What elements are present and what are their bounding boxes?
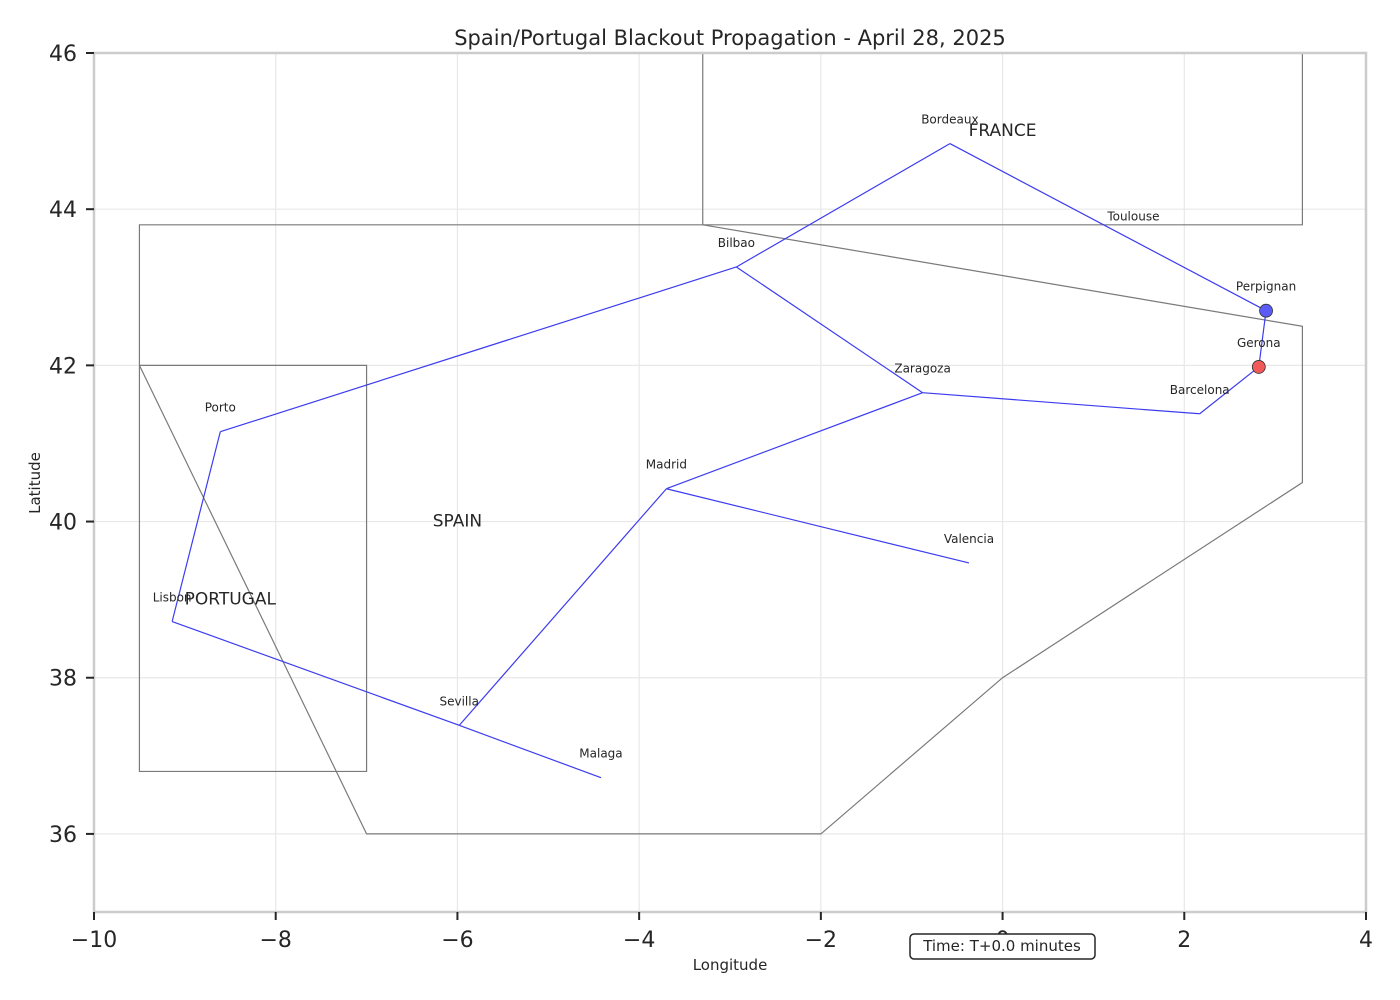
city-label-porto: Porto [205,401,236,415]
region-label-france: FRANCE [969,121,1037,141]
city-label-bilbao: Bilbao [718,236,755,250]
city-label-lisbon: Lisbon [153,591,192,605]
city-label-toulouse: Toulouse [1106,209,1159,223]
y-tick-label: 46 [49,42,77,67]
y-axis-label: Latitude [26,452,44,514]
marker-gerona [1251,360,1266,374]
connection-sevilla-malaga [459,724,602,779]
axis-ticks: −10−8−6−4−2024363840424446 [49,42,1373,953]
france-outline [702,53,1304,226]
connection-bilbao-bordeaux [736,143,951,268]
x-tick-label: −6 [441,928,473,953]
x-tick-label: 2 [1177,928,1191,953]
connection-madrid-valencia [666,488,970,564]
y-tick-label: 38 [49,667,77,692]
connection-zaragoza-bilbao [736,266,923,394]
city-label-barcelona: Barcelona [1170,383,1230,397]
x-tick-label: −8 [259,928,291,953]
time-annotation-text: Time: T+0.0 minutes [922,937,1081,955]
region-outlines [138,53,1304,835]
x-tick-label: −2 [805,928,837,953]
region-label-portugal: PORTUGAL [185,590,277,610]
connection-barcelona-gerona [1199,366,1260,415]
x-tick-label: −4 [623,928,655,953]
grid [94,53,1366,912]
plot-frame [92,51,1368,914]
region-labels: FRANCE SPAIN PORTUGAL [185,121,1037,610]
connection-madrid-sevilla [458,488,667,726]
connection-zaragoza-barcelona [922,392,1200,415]
connection-madrid-zaragoza [666,392,923,490]
connection-bordeaux-perpignan [949,143,1267,312]
city-label-madrid: Madrid [646,458,687,472]
city-label-malaga: Malaga [579,747,622,761]
x-tick-label: −10 [71,928,117,953]
time-annotation: Time: T+0.0 minutes [909,933,1096,960]
spain-outline [138,224,1304,835]
city-label-zaragoza: Zaragoza [894,362,950,376]
city-label-perpignan: Perpignan [1236,280,1296,294]
grid-connections [171,143,1267,779]
portugal-outline [138,364,368,773]
city-labels: Madrid Barcelona Valencia Sevilla Zaragoza Ma… [153,113,1296,761]
connection-sevilla-lisbon [171,620,460,726]
x-tick-label: 4 [1359,928,1373,953]
connection-lisbon-porto [171,431,221,622]
marker-perpignan [1259,303,1273,318]
city-label-valencia: Valencia [944,532,994,546]
y-tick-label: 42 [49,354,77,379]
chart-title: Spain/Portugal Blackout Propagation - Ap… [454,26,1006,50]
city-label-sevilla: Sevilla [440,694,479,708]
status-markers [1251,303,1273,374]
city-label-bordeaux: Bordeaux [921,113,978,127]
city-label-gerona: Gerona [1237,336,1281,350]
connection-porto-bilbao [220,266,737,433]
x-axis-label: Longitude [693,956,768,974]
region-label-spain: SPAIN [433,512,482,532]
y-tick-label: 44 [49,198,77,223]
y-tick-label: 40 [49,511,77,536]
y-tick-label: 36 [49,823,77,848]
connection-gerona-perpignan [1258,310,1267,368]
